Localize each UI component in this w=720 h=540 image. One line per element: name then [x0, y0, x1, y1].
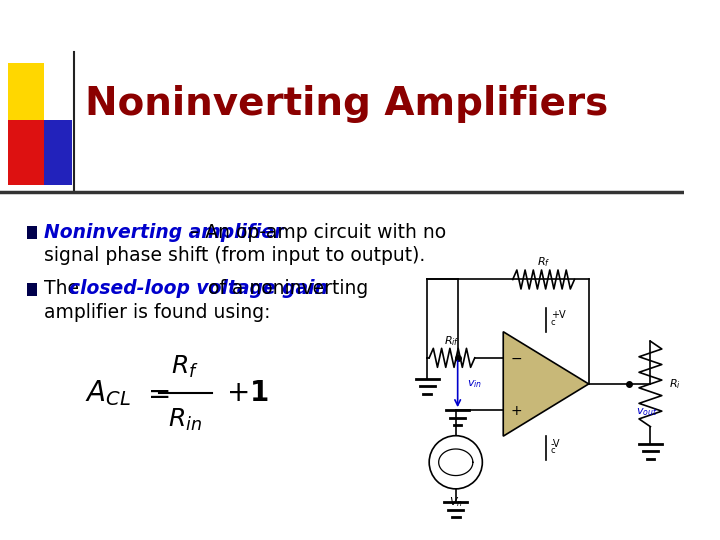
Bar [8, 120, 44, 185]
Text: The: The [44, 280, 85, 299]
Text: $R_i$: $R_i$ [670, 377, 681, 391]
Text: $A_{CL}$: $A_{CL}$ [86, 379, 131, 408]
Polygon shape [503, 332, 589, 436]
Text: of a noninverting: of a noninverting [202, 280, 369, 299]
Text: $-$: $-$ [510, 350, 523, 365]
Bar [27, 284, 37, 295]
Text: Noninverting Amplifiers: Noninverting Amplifiers [86, 85, 608, 123]
Text: $v_{out}$: $v_{out}$ [636, 407, 658, 418]
Bar [44, 120, 72, 185]
Text: – An op-amp circuit with no: – An op-amp circuit with no [184, 222, 446, 241]
Circle shape [429, 436, 482, 489]
Text: $v_{in}$: $v_{in}$ [467, 378, 482, 390]
Text: signal phase shift (from input to output).: signal phase shift (from input to output… [44, 246, 425, 265]
Text: amplifier is found using:: amplifier is found using: [44, 303, 270, 322]
Text: $R_f$: $R_f$ [171, 354, 199, 380]
Text: $=$: $=$ [143, 380, 170, 408]
Text: +V: +V [551, 309, 565, 320]
Text: $R_{in}$: $R_{in}$ [168, 407, 202, 433]
Text: $R_{if}$: $R_{if}$ [444, 334, 460, 348]
Bar [27, 226, 37, 239]
Text: -V: -V [551, 439, 560, 449]
Text: closed-loop voltage gain: closed-loop voltage gain [69, 280, 328, 299]
Text: $V_n$: $V_n$ [449, 495, 463, 509]
Text: c: c [551, 446, 555, 455]
Text: $R_f$: $R_f$ [537, 255, 550, 269]
Text: $+$: $+$ [510, 403, 523, 417]
Bar [8, 63, 44, 127]
Text: $+\mathbf{1}$: $+\mathbf{1}$ [226, 380, 269, 408]
Text: Noninverting amplifier: Noninverting amplifier [44, 222, 283, 241]
Text: c: c [551, 318, 555, 327]
